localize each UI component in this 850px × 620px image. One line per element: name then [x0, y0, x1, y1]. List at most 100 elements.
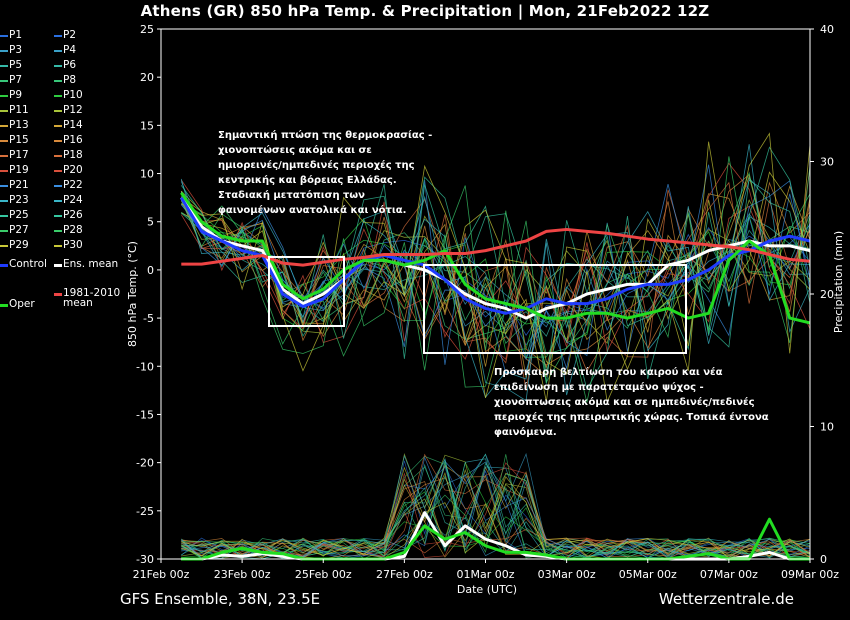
- legend-swatch: [0, 185, 8, 187]
- annotation-line: φαινόμενα.: [494, 427, 557, 438]
- legend-label: P25: [9, 209, 29, 221]
- y-tick-label: 25: [140, 23, 154, 36]
- legend-label: P21: [9, 179, 29, 191]
- legend-label: P12: [63, 104, 83, 116]
- legend-label: P13: [9, 119, 29, 131]
- legend-swatch: [54, 230, 62, 232]
- y-tick-label: 10: [140, 168, 154, 181]
- legend-label: Control: [9, 258, 47, 270]
- annotation-line: Πρόσκαιρη βελτίωση του καιρού και νέα: [494, 367, 723, 378]
- y-tick-label: 15: [140, 119, 154, 132]
- legend-item-p17: P17: [0, 150, 29, 162]
- legend-label: Oper: [9, 298, 35, 310]
- ensemble-precip-p30: [181, 502, 811, 560]
- ensemble-member-p3: [180, 193, 811, 324]
- legend-swatch: [54, 35, 62, 37]
- legend-item-p18: P18: [54, 150, 83, 162]
- ensemble-member-p27: [180, 171, 811, 388]
- legend-item-p26: P26: [54, 210, 83, 222]
- legend-swatch: [0, 80, 8, 82]
- legend-swatch: [54, 263, 62, 267]
- legend-swatch: [0, 303, 8, 307]
- y-tick-label: -20: [136, 457, 154, 470]
- legend-item-ens-mean: Ens. mean: [54, 259, 118, 271]
- annotation-line: χιονοπτώσεις ακόμα και σε: [218, 145, 372, 156]
- legend-swatch: [0, 50, 8, 52]
- legend-swatch: [54, 65, 62, 67]
- ensemble-precip-p28: [181, 454, 811, 560]
- legend-swatch: [54, 292, 62, 296]
- legend-label: P14: [63, 119, 83, 131]
- legend-label: P2: [63, 29, 77, 41]
- ensemble-precip-p19: [181, 467, 811, 560]
- annotation-line: Σημαντική πτώση της θερμοκρασίας -: [218, 130, 433, 141]
- legend-item-p7: P7: [0, 75, 22, 87]
- legend-swatch: [0, 215, 8, 217]
- legend-item-p5: P5: [0, 60, 22, 72]
- y2-axis-label: Precipitation (mm): [832, 231, 845, 333]
- legend-swatch: [54, 140, 62, 142]
- legend-label: Ens. mean: [63, 258, 119, 270]
- legend-item-p27: P27: [0, 225, 29, 237]
- y-tick-label: 0: [147, 264, 154, 277]
- legend-label: P8: [63, 74, 77, 86]
- x-tick-label: 21Feb 00z: [133, 568, 190, 581]
- ensemble-member-p16: [180, 181, 811, 366]
- highlight-box-cold-snap: [268, 256, 345, 327]
- y2-tick-label: 40: [820, 23, 834, 36]
- source-credit: Wetterzentrale.de: [658, 590, 794, 608]
- annotation-line: Σταδιακή μετατόπιση των: [218, 190, 365, 201]
- legend-item-p9: P9: [0, 90, 22, 102]
- legend-label: 1981-2010 mean: [63, 287, 121, 309]
- legend-swatch: [0, 110, 8, 112]
- legend-item-p21: P21: [0, 180, 29, 192]
- legend-item-p23: P23: [0, 195, 29, 207]
- legend-item-p22: P22: [54, 180, 83, 192]
- annotation-line: κεντρικής και βόρειας Ελλάδας.: [218, 175, 397, 186]
- legend-swatch: [0, 125, 8, 127]
- legend-item-p29: P29: [0, 240, 29, 252]
- y2-tick-label: 0: [820, 553, 827, 566]
- legend-label: P24: [63, 194, 83, 206]
- legend-label: P16: [63, 134, 83, 146]
- ensemble-precip-p29: [181, 466, 811, 558]
- ensemble-precip-p9: [181, 461, 811, 558]
- y2-tick-label: 10: [820, 421, 834, 434]
- legend-item-p19: P19: [0, 165, 29, 177]
- legend-label: P6: [63, 59, 77, 71]
- legend-swatch: [54, 215, 62, 217]
- legend-swatch: [54, 170, 62, 172]
- legend-swatch: [54, 110, 62, 112]
- y-tick-label: -5: [143, 312, 154, 325]
- legend-label: P17: [9, 149, 29, 161]
- legend-item-p1: P1: [0, 30, 22, 42]
- annotation-line: επιδείνωση με παρατεταμένο ψύχος -: [494, 382, 704, 393]
- legend-item-oper: Oper: [0, 299, 35, 311]
- legend-label: P18: [63, 149, 83, 161]
- legend-item-p25: P25: [0, 210, 29, 222]
- legend-label: P28: [63, 224, 83, 236]
- legend-item-p30: P30: [54, 240, 83, 252]
- x-tick-label: 05Mar 00z: [619, 568, 677, 581]
- legend-item-p4: P4: [54, 45, 76, 57]
- y2-tick-label: 30: [820, 156, 834, 169]
- ensemble-member-p24: [180, 144, 811, 402]
- legend-swatch: [54, 125, 62, 127]
- legend-swatch: [54, 50, 62, 52]
- legend: P1 P2 P3 P4 P5 P6 P7 P8 P9 P10 P11 P12 P13 P14 P15 P16 P…: [0, 30, 130, 320]
- annotation-line: περιοχές της ηπειρωτικής χώρας. Τοπικά έ…: [494, 412, 769, 423]
- legend-swatch: [0, 140, 8, 142]
- x-tick-label: 07Mar 00z: [700, 568, 758, 581]
- legend-swatch: [54, 95, 62, 97]
- legend-label: P9: [9, 89, 23, 101]
- legend-item-1981-2010-mean: 1981-2010 mean: [54, 288, 120, 308]
- legend-item-p13: P13: [0, 120, 29, 132]
- legend-swatch: [0, 245, 8, 247]
- series-control: [179, 196, 811, 315]
- ensemble-member-p29: [181, 171, 811, 404]
- model-info: GFS Ensemble, 38N, 23.5E: [120, 590, 321, 608]
- ensemble-member-p22: [180, 180, 811, 374]
- legend-item-p10: P10: [54, 90, 83, 102]
- legend-label: P20: [63, 164, 83, 176]
- y-tick-label: -10: [136, 360, 154, 373]
